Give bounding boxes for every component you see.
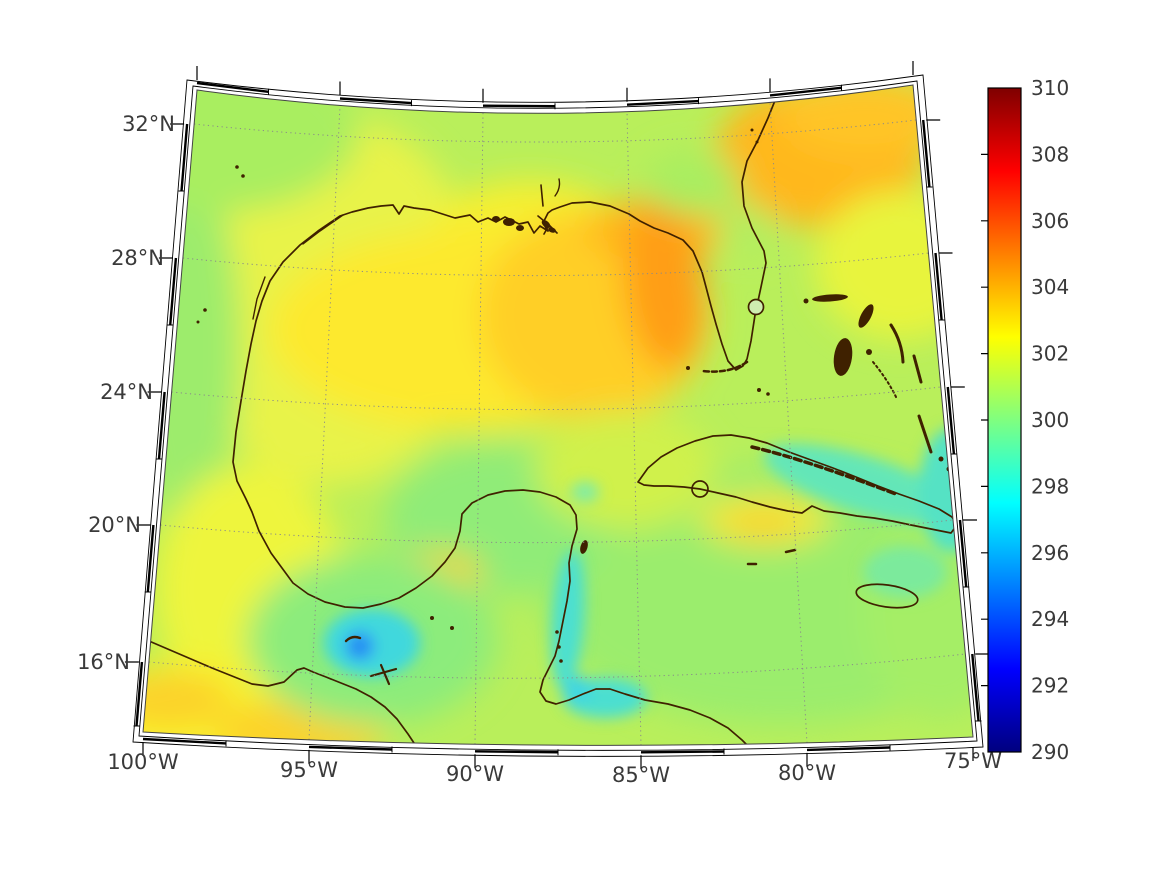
- temperature-field: [143, 85, 973, 746]
- coastline-cuba: [637, 434, 958, 534]
- long-island-bahamas: [917, 414, 933, 454]
- colorbar-tick-label: 304: [1031, 275, 1069, 299]
- meridian-95w: [308, 105, 341, 740]
- eleuthera-island: [889, 323, 905, 364]
- colorbar-tick-label: 308: [1031, 142, 1069, 166]
- graticule: [148, 102, 966, 746]
- frame-outer-line: [132, 74, 984, 757]
- lat-tick-label: 24°N: [100, 380, 153, 404]
- cuba-north-keys: [750, 445, 898, 496]
- tehuantepec-lagoons: [369, 663, 398, 686]
- colorbar: 310 308 306 304 302 300 298 296 294 292 …: [981, 76, 1069, 764]
- coastline-gulf-mainland: [232, 92, 779, 746]
- cat-island: [912, 354, 923, 384]
- colorbar-tick-labels: 310 308 306 304 302 300 298 296 294 292 …: [1031, 76, 1069, 764]
- colorbar-tick-label: 302: [1031, 342, 1069, 366]
- lat-tick-labels: 32°N 28°N 24°N 20°N 16°N: [77, 112, 175, 674]
- cayman-islands: [746, 548, 797, 566]
- parallel-16n: [148, 653, 966, 679]
- colorbar-tick-label: 306: [1031, 209, 1069, 233]
- colorbar-tick-label: 290: [1031, 740, 1069, 764]
- colorbar-gradient: [987, 87, 1022, 753]
- small-islands: [196, 128, 952, 663]
- jamaica: [855, 583, 919, 609]
- chandeleur-islands: [554, 178, 561, 197]
- isla-juventud: [691, 480, 709, 498]
- campeche-reef-islet: [344, 635, 362, 643]
- map-frame: [124, 61, 990, 770]
- colorbar-tick-label: 298: [1031, 474, 1069, 498]
- colorbar-tick-label: 296: [1031, 541, 1069, 565]
- exuma-cays: [872, 361, 898, 400]
- map-spine: [142, 84, 974, 746]
- coastlines: [148, 92, 958, 746]
- parallel-28n: [182, 252, 929, 277]
- lon-tick-labels: 100°W 95°W 90°W 85°W 80°W 75°W: [107, 749, 1002, 787]
- lon-tick-label: 80°W: [778, 761, 836, 785]
- colorbar-tick-label: 294: [1031, 607, 1069, 631]
- lat-tick-label: 20°N: [88, 513, 141, 537]
- colorbar-tick-label: 292: [1031, 674, 1069, 698]
- axis-ticks: [124, 61, 990, 770]
- lake-okeechobee: [747, 298, 765, 316]
- frame-inner-line: [138, 80, 978, 751]
- colorbar-ticks: [981, 153, 988, 687]
- meridian-80w: [769, 102, 808, 743]
- colorbar-tick-label: 300: [1031, 408, 1069, 432]
- lon-tick-label: 100°W: [107, 750, 179, 774]
- lat-tick-label: 28°N: [111, 246, 164, 270]
- lon-tick-label: 85°W: [612, 763, 670, 787]
- texas-barrier-islands: [252, 214, 344, 320]
- lon-tick-label: 75°W: [944, 749, 1002, 773]
- colorbar-tick-label: 310: [1031, 76, 1069, 100]
- florida-keys: [701, 360, 749, 373]
- lon-tick-label: 95°W: [280, 758, 338, 782]
- lon-tick-label: 90°W: [446, 762, 504, 786]
- lat-tick-label: 16°N: [77, 650, 130, 674]
- lat-tick-label: 32°N: [122, 112, 175, 136]
- coastline-pacific: [148, 640, 424, 746]
- frame-alternate-segments: [135, 81, 980, 754]
